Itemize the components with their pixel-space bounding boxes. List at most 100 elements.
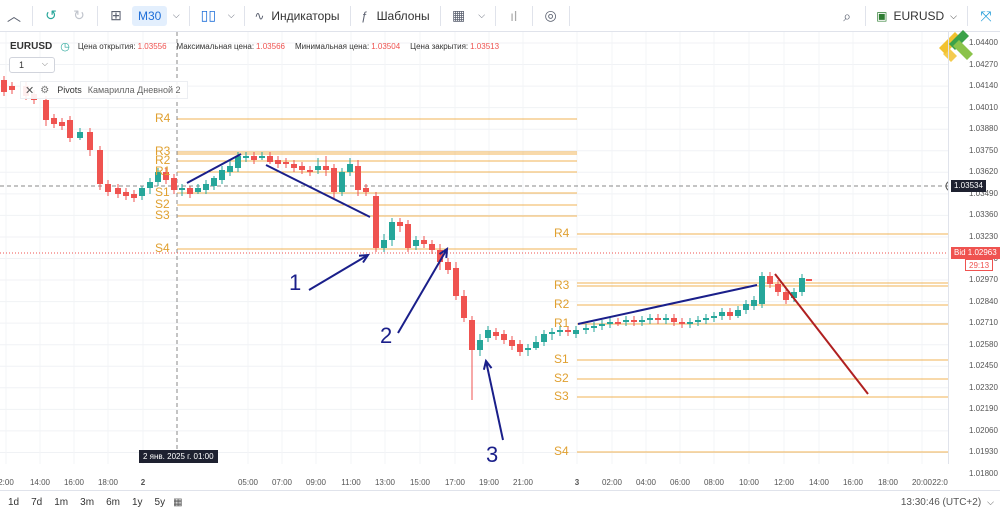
candle-body bbox=[405, 224, 411, 248]
candle-body bbox=[703, 318, 709, 320]
undo-icon[interactable]: ↺ bbox=[45, 7, 57, 23]
candle-body bbox=[421, 240, 427, 244]
candle-body bbox=[767, 276, 773, 284]
time-tick-label: 3 bbox=[574, 478, 580, 487]
pivot-level-label: R4 bbox=[554, 226, 570, 240]
toolbar-divider bbox=[97, 5, 98, 26]
save-icon: ▣ bbox=[876, 9, 888, 23]
lot-select[interactable]: 1 ⌵ bbox=[9, 57, 55, 73]
indicators-icon[interactable]: ∿ bbox=[254, 8, 265, 23]
candle-body bbox=[517, 344, 523, 352]
lot-value: 1 bbox=[19, 60, 25, 70]
price-tick-label: 1.03620 bbox=[969, 167, 998, 177]
price-tick-label: 1.04400 bbox=[969, 38, 998, 47]
crosshair-time-label: 2 янв. 2025 г. 01:00 bbox=[139, 450, 218, 463]
candle-body bbox=[413, 240, 419, 246]
time-tick-label: 13:00 bbox=[374, 478, 396, 487]
toolbar-divider bbox=[32, 5, 33, 26]
range-button[interactable]: 6m bbox=[106, 496, 120, 508]
range-button[interactable]: 5y bbox=[154, 496, 166, 508]
candle-body bbox=[565, 330, 571, 332]
compare-icon[interactable]: ıl bbox=[510, 7, 518, 24]
candle-body bbox=[251, 156, 257, 160]
candle-body bbox=[655, 318, 661, 320]
toolbar-divider bbox=[189, 5, 191, 26]
pivot-level-label: R3 bbox=[554, 278, 570, 292]
close-icon[interactable]: ✕ bbox=[25, 84, 35, 97]
range-button[interactable]: 1m bbox=[54, 496, 69, 508]
toolbar-divider bbox=[568, 5, 570, 26]
price-tick-label: 1.02580 bbox=[969, 339, 998, 349]
candle-body bbox=[791, 292, 797, 298]
screenshot-icon[interactable]: ◎ bbox=[544, 7, 557, 23]
candles-icon[interactable]: ▯▯ bbox=[200, 7, 217, 23]
candle-body bbox=[299, 166, 305, 170]
time-tick-label: 09:00 bbox=[305, 478, 327, 487]
fullscreen-icon[interactable]: ⤧ bbox=[980, 7, 992, 24]
pivot-level-label: R2 bbox=[155, 153, 171, 167]
redo-icon[interactable]: ↻ bbox=[73, 7, 85, 23]
time-tick-label: 08:00 bbox=[703, 478, 725, 487]
candle-body bbox=[727, 312, 733, 316]
candle-body bbox=[735, 310, 741, 316]
trend-line bbox=[265, 164, 371, 218]
price-axis[interactable]: 1.04400 1.04270 1.04140 1.04010 1.03880 1.037… bbox=[948, 32, 1000, 478]
calendar-icon[interactable]: ▦ bbox=[452, 7, 466, 23]
candle-body bbox=[525, 348, 531, 350]
range-button[interactable]: 1d bbox=[8, 496, 20, 508]
templates-icon[interactable]: ƒ bbox=[361, 8, 368, 23]
candle-body bbox=[557, 330, 563, 332]
toolbar-divider bbox=[439, 5, 441, 26]
annotation-number: 2 bbox=[380, 323, 393, 348]
annotation-arrow bbox=[485, 360, 504, 441]
time-tick-label: 05:00 bbox=[237, 478, 259, 487]
candle-body bbox=[315, 166, 321, 170]
range-button[interactable]: 3m bbox=[80, 496, 95, 508]
candle-body bbox=[115, 188, 121, 194]
candle-body bbox=[339, 172, 345, 192]
candle-body bbox=[171, 178, 177, 190]
price-tick-label: 1.01800 bbox=[969, 469, 998, 478]
toolbar-right: ⌕ ▣ EURUSD ⌵ ⤧ bbox=[833, 0, 1000, 32]
candle-body bbox=[783, 292, 789, 300]
range-button[interactable]: 7d bbox=[31, 496, 43, 508]
candle-body bbox=[1, 80, 7, 92]
candle-body bbox=[105, 184, 111, 192]
candle-body bbox=[719, 312, 725, 316]
calendar-icon[interactable]: ▦ bbox=[173, 496, 183, 508]
candle-body bbox=[711, 316, 717, 318]
templates-button[interactable]: Шаблоны bbox=[376, 8, 430, 23]
chevron-down-icon[interactable]: ⌵ bbox=[478, 10, 486, 20]
chevron-down-icon[interactable]: ⌵ bbox=[227, 10, 235, 20]
pivot-level-label: R2 bbox=[554, 297, 570, 311]
price-tick-label: 1.03230 bbox=[969, 231, 998, 241]
candle-body bbox=[147, 182, 153, 188]
gear-icon[interactable]: ⚙ bbox=[40, 84, 50, 96]
pivot-level-label: S4 bbox=[155, 241, 170, 255]
range-buttons: 1d 7d 1m 3m 6m 1y 5y bbox=[0, 497, 169, 508]
candle-body bbox=[43, 100, 49, 120]
candle-body bbox=[59, 122, 65, 126]
time-tick-label: 11:00 bbox=[341, 478, 361, 487]
symbol-selector[interactable]: ▣ EURUSD ⌵ bbox=[870, 9, 963, 23]
collapse-icon[interactable]: ︿ bbox=[7, 7, 21, 24]
candle-body bbox=[509, 340, 515, 346]
candle-body bbox=[131, 194, 137, 198]
candle-body bbox=[573, 330, 579, 334]
time-tick-label: 17:00 bbox=[444, 478, 466, 487]
search-icon[interactable]: ⌕ bbox=[843, 7, 852, 24]
candle-body bbox=[195, 188, 201, 192]
time-tick-label: 04:00 bbox=[635, 478, 657, 487]
candle-body bbox=[799, 278, 805, 292]
candle-body bbox=[759, 276, 765, 304]
range-button[interactable]: 1y bbox=[131, 496, 143, 508]
indicators-button[interactable]: Индикаторы bbox=[271, 8, 340, 23]
chevron-down-icon[interactable]: ⌵ bbox=[172, 10, 180, 20]
add-symbol-icon[interactable]: ⊞ bbox=[110, 7, 122, 23]
candle-body bbox=[9, 86, 15, 90]
chevron-down-icon[interactable]: ⌵ bbox=[987, 497, 994, 507]
candle-body bbox=[51, 118, 57, 124]
pivot-level-label: R1 bbox=[155, 164, 171, 178]
timeframe-button[interactable]: M30 bbox=[132, 5, 168, 26]
